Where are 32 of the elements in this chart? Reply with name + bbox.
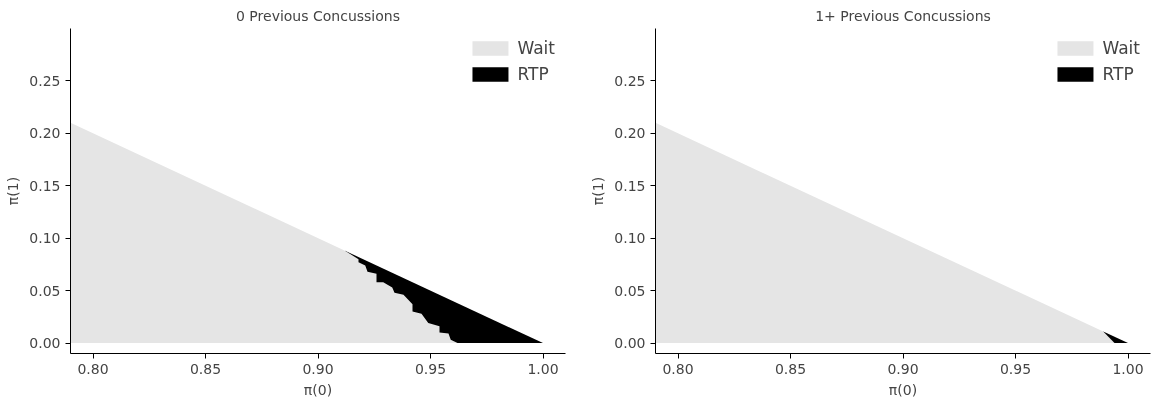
- x-tick-label: 0.90: [887, 360, 919, 377]
- x-tick-label: 1.00: [527, 360, 559, 377]
- y-tick-label: 0.20: [614, 125, 646, 142]
- y-axis-title: π(1): [5, 176, 22, 206]
- y-tick-label: 0.05: [614, 282, 646, 299]
- x-tick-label: 0.85: [774, 360, 807, 377]
- y-axis-title: π(1): [590, 176, 607, 206]
- x-axis-title: π(0): [303, 381, 333, 398]
- legend-label: RTP: [1102, 64, 1134, 84]
- x-tick-label: 0.80: [662, 360, 694, 377]
- chart-title: 1+ Previous Concussions: [815, 7, 991, 24]
- x-tick-label: 0.80: [77, 360, 109, 377]
- y-tick-label: 0.10: [614, 230, 646, 247]
- y-tick-label: 0.25: [29, 72, 61, 89]
- x-tick-label: 0.85: [189, 360, 222, 377]
- legend-label: RTP: [517, 64, 549, 84]
- chart-title: 0 Previous Concussions: [236, 7, 400, 24]
- x-tick-label: 0.90: [302, 360, 334, 377]
- y-tick-label: 0.15: [29, 177, 61, 194]
- legend-label: Wait: [1102, 38, 1140, 58]
- y-tick-label: 0.05: [29, 282, 61, 299]
- y-tick-label: 0.25: [614, 72, 646, 89]
- y-tick-label: 0.15: [614, 177, 646, 194]
- y-tick-label: 0.00: [614, 335, 646, 352]
- x-axis-title: π(0): [888, 381, 918, 398]
- y-tick-label: 0.00: [29, 335, 61, 352]
- legend-label: Wait: [517, 38, 555, 58]
- x-tick-label: 1.00: [1112, 360, 1144, 377]
- y-tick-label: 0.10: [29, 230, 61, 247]
- y-tick-label: 0.20: [29, 125, 61, 142]
- x-tick-label: 0.95: [414, 360, 447, 377]
- x-tick-label: 0.95: [999, 360, 1032, 377]
